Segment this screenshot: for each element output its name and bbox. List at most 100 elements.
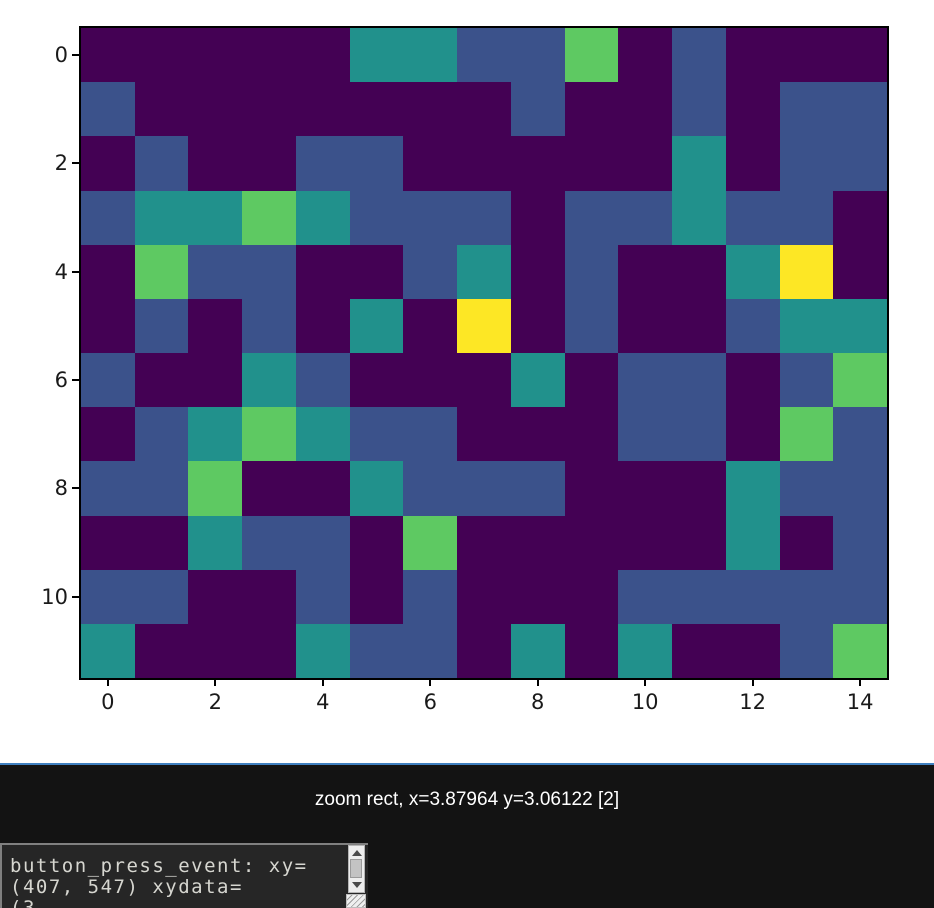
- heatmap-cell[interactable]: [188, 515, 243, 570]
- heatmap-cell[interactable]: [349, 569, 404, 624]
- heatmap-cell[interactable]: [672, 461, 726, 516]
- heatmap-cell[interactable]: [457, 28, 511, 83]
- heatmap-cell[interactable]: [779, 28, 834, 83]
- heatmap-cell[interactable]: [81, 461, 135, 516]
- heatmap-cell[interactable]: [295, 461, 350, 516]
- heatmap-cell[interactable]: [510, 623, 565, 678]
- heatmap-cell[interactable]: [295, 298, 350, 353]
- heatmap-cell[interactable]: [134, 244, 189, 299]
- heatmap-cell[interactable]: [295, 515, 350, 570]
- heatmap-cell[interactable]: [81, 623, 135, 678]
- heatmap-cell[interactable]: [295, 28, 350, 83]
- heatmap-cell[interactable]: [564, 190, 619, 245]
- heatmap-cell[interactable]: [403, 28, 458, 83]
- heatmap[interactable]: [79, 26, 889, 680]
- heatmap-cell[interactable]: [833, 190, 887, 245]
- heatmap-cell[interactable]: [349, 136, 404, 191]
- heatmap-cell[interactable]: [672, 298, 726, 353]
- heatmap-cell[interactable]: [403, 569, 458, 624]
- scrollbar-thumb[interactable]: [350, 859, 362, 878]
- heatmap-cell[interactable]: [457, 298, 511, 353]
- heatmap-cell[interactable]: [779, 623, 834, 678]
- heatmap-cell[interactable]: [725, 244, 780, 299]
- heatmap-cell[interactable]: [403, 136, 458, 191]
- heatmap-cell[interactable]: [134, 407, 189, 462]
- heatmap-cell[interactable]: [779, 136, 834, 191]
- heatmap-cell[interactable]: [134, 190, 189, 245]
- heatmap-cell[interactable]: [833, 244, 887, 299]
- heatmap-cell[interactable]: [457, 353, 511, 408]
- heatmap-cell[interactable]: [188, 28, 243, 83]
- heatmap-cell[interactable]: [672, 28, 726, 83]
- heatmap-cell[interactable]: [403, 407, 458, 462]
- scrollbar-down-icon[interactable]: [352, 882, 362, 888]
- heatmap-cell[interactable]: [779, 407, 834, 462]
- heatmap-cell[interactable]: [564, 569, 619, 624]
- heatmap-cell[interactable]: [242, 569, 296, 624]
- heatmap-cell[interactable]: [779, 244, 834, 299]
- heatmap-cell[interactable]: [725, 298, 780, 353]
- heatmap-cell[interactable]: [510, 244, 565, 299]
- heatmap-cell[interactable]: [564, 82, 619, 137]
- heatmap-cell[interactable]: [242, 136, 296, 191]
- heatmap-cell[interactable]: [672, 244, 726, 299]
- heatmap-cell[interactable]: [457, 244, 511, 299]
- heatmap-cell[interactable]: [349, 244, 404, 299]
- heatmap-cell[interactable]: [725, 515, 780, 570]
- heatmap-cell[interactable]: [295, 353, 350, 408]
- heatmap-cell[interactable]: [833, 82, 887, 137]
- heatmap-cell[interactable]: [510, 353, 565, 408]
- heatmap-cell[interactable]: [510, 298, 565, 353]
- heatmap-cell[interactable]: [618, 244, 673, 299]
- heatmap-cell[interactable]: [725, 569, 780, 624]
- heatmap-cell[interactable]: [188, 190, 243, 245]
- heatmap-cell[interactable]: [564, 407, 619, 462]
- heatmap-cell[interactable]: [403, 461, 458, 516]
- heatmap-cell[interactable]: [457, 190, 511, 245]
- heatmap-cell[interactable]: [564, 515, 619, 570]
- heatmap-cell[interactable]: [672, 353, 726, 408]
- heatmap-cell[interactable]: [188, 244, 243, 299]
- heatmap-cell[interactable]: [672, 136, 726, 191]
- heatmap-cell[interactable]: [618, 623, 673, 678]
- heatmap-cell[interactable]: [618, 353, 673, 408]
- heatmap-cell[interactable]: [134, 569, 189, 624]
- heatmap-cell[interactable]: [81, 28, 135, 83]
- heatmap-cell[interactable]: [403, 190, 458, 245]
- heatmap-cell[interactable]: [618, 461, 673, 516]
- heatmap-cell[interactable]: [564, 353, 619, 408]
- heatmap-cell[interactable]: [779, 515, 834, 570]
- heatmap-cell[interactable]: [833, 569, 887, 624]
- heatmap-cell[interactable]: [618, 298, 673, 353]
- heatmap-cell[interactable]: [725, 28, 780, 83]
- heatmap-cell[interactable]: [134, 623, 189, 678]
- event-log-textarea[interactable]: button_press_event: xy= (407, 547) xydata…: [0, 843, 368, 908]
- heatmap-cell[interactable]: [725, 190, 780, 245]
- heatmap-cell[interactable]: [564, 623, 619, 678]
- heatmap-cell[interactable]: [134, 298, 189, 353]
- heatmap-cell[interactable]: [779, 298, 834, 353]
- heatmap-cell[interactable]: [510, 82, 565, 137]
- heatmap-cell[interactable]: [510, 136, 565, 191]
- heatmap-cell[interactable]: [779, 353, 834, 408]
- heatmap-cell[interactable]: [457, 136, 511, 191]
- heatmap-cell[interactable]: [779, 190, 834, 245]
- heatmap-cell[interactable]: [242, 623, 296, 678]
- heatmap-cell[interactable]: [618, 28, 673, 83]
- heatmap-cell[interactable]: [188, 569, 243, 624]
- heatmap-cell[interactable]: [242, 28, 296, 83]
- heatmap-cell[interactable]: [618, 136, 673, 191]
- heatmap-cell[interactable]: [349, 298, 404, 353]
- heatmap-cell[interactable]: [295, 623, 350, 678]
- heatmap-cell[interactable]: [833, 136, 887, 191]
- heatmap-cell[interactable]: [510, 190, 565, 245]
- heatmap-cell[interactable]: [672, 623, 726, 678]
- heatmap-cell[interactable]: [349, 515, 404, 570]
- heatmap-cell[interactable]: [81, 298, 135, 353]
- heatmap-cell[interactable]: [188, 298, 243, 353]
- heatmap-cell[interactable]: [672, 515, 726, 570]
- heatmap-cell[interactable]: [134, 136, 189, 191]
- heatmap-cell[interactable]: [81, 353, 135, 408]
- heatmap-cell[interactable]: [188, 407, 243, 462]
- heatmap-cell[interactable]: [725, 407, 780, 462]
